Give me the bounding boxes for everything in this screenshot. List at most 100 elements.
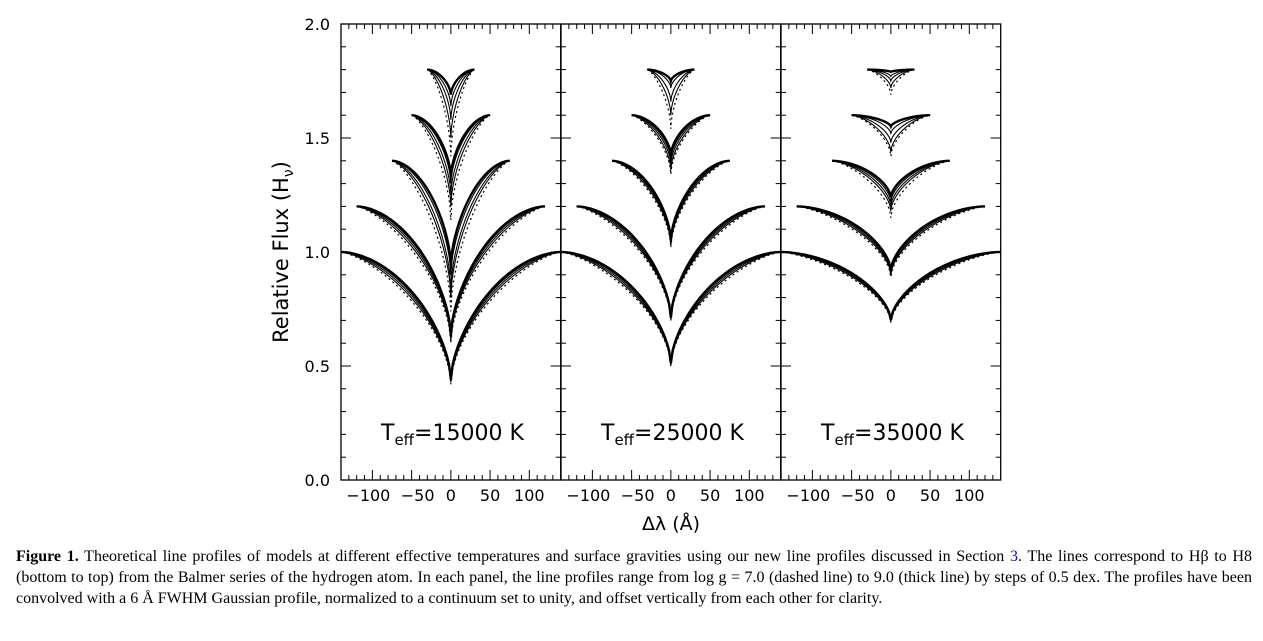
caption-section-link[interactable]: 3 (1010, 548, 1018, 565)
line-profile-H8-logg-8.0 (647, 69, 695, 102)
x-tick-label: 100 (514, 486, 545, 505)
line-profile-H8-logg-7.0 (427, 69, 475, 157)
x-tick-label: −100 (346, 486, 390, 505)
line-profile-H-logg-8.0 (611, 160, 730, 243)
x-tick-label: 50 (480, 486, 500, 505)
line-profile-H-logg-9.0 (851, 113, 931, 130)
line-profile-H-logg-7.5 (851, 114, 931, 152)
x-tick-label: −50 (401, 486, 435, 505)
y-tick-label: 0.0 (305, 471, 330, 490)
line-profile-H-logg-7.5 (831, 160, 950, 212)
x-tick-label: 0 (446, 486, 456, 505)
x-tick-label: −100 (566, 486, 610, 505)
line-profile-H-logg-9.0 (576, 205, 766, 318)
panel-labels: Teff=15000 K Teff=25000 K Teff=35000 K (380, 421, 964, 449)
line-profile-H-logg-8.5 (780, 251, 1001, 321)
line-profile-H-logg-8.0 (391, 160, 510, 289)
line-profile-H-logg-8.0 (356, 205, 546, 338)
x-tick-label: 0 (886, 486, 896, 505)
line-profile-H-logg-9.0 (780, 250, 1001, 321)
line-profile-H-logg-8.0 (851, 114, 931, 143)
line-profile-H-logg-7.5 (631, 114, 711, 170)
line-profile-H-logg-7.0 (340, 251, 561, 385)
line-profile-H-logg-8.0 (796, 205, 986, 274)
panel-temperature-label: Teff=35000 K (820, 421, 964, 449)
line-profile-H-logg-8.0 (631, 114, 711, 165)
line-profile-H-logg-7.5 (411, 114, 491, 207)
panel-temperature-label: Teff=25000 K (600, 421, 744, 449)
caption-text-1: Theoretical line profiles of models at d… (78, 548, 1010, 565)
line-profile-H8-logg-9.0 (867, 68, 915, 74)
x-axis-label: Δλ (Å) (642, 512, 700, 535)
line-profile-H8-logg-8.5 (427, 69, 475, 107)
x-tick-label: −50 (841, 486, 875, 505)
line-profile-H8-logg-9.0 (647, 68, 695, 86)
line-profile-H-logg-7.5 (611, 160, 730, 246)
line-profile-H8-logg-7.0 (647, 69, 695, 129)
line-profile-H-logg-7.0 (851, 114, 931, 157)
line-profile-H8-logg-7.5 (647, 69, 695, 116)
axis-ticks (341, 24, 1001, 480)
line-profile-H-logg-7.5 (356, 205, 546, 340)
y-tick-labels: 0.0 0.5 1.0 1.5 2.0 (305, 15, 330, 490)
line-profile-H-logg-9.0 (631, 114, 711, 156)
panel-frame (560, 23, 782, 481)
line-profile-H-logg-7.5 (796, 205, 986, 275)
x-tick-label: 0 (666, 486, 676, 505)
line-profile-H-logg-7.5 (780, 251, 1001, 322)
y-tick-label: 1.5 (305, 129, 330, 148)
line-profile-H-logg-7.0 (560, 251, 781, 367)
caption-text-2: . The lines correspond to Hβ to H8 (bott… (16, 548, 1253, 607)
panel-frame (780, 23, 1002, 481)
x-tick-label: 100 (954, 486, 985, 505)
panel-temperature-label: Teff=15000 K (380, 421, 524, 449)
line-profile-H-logg-8.0 (560, 251, 781, 365)
line-profile-H-logg-7.5 (576, 205, 766, 320)
line-profile-H-logg-8.0 (340, 251, 561, 382)
line-profile-H-logg-8.5 (576, 205, 766, 319)
caption-label: Figure 1. (16, 548, 79, 565)
line-profile-H-logg-7.0 (411, 114, 491, 221)
x-tick-label: 50 (920, 486, 940, 505)
line-profile-H8-logg-7.5 (867, 69, 915, 88)
line-profile-H8-logg-7.0 (867, 69, 915, 95)
line-profile-H-logg-9.0 (831, 159, 950, 198)
line-profile-H-logg-9.0 (356, 205, 546, 336)
line-profile-H8-logg-9.0 (427, 68, 475, 95)
line-profile-H-logg-8.0 (831, 160, 950, 207)
x-tick-label: −50 (621, 486, 655, 505)
line-profile-H-logg-8.0 (780, 251, 1001, 321)
y-tick-label: 1.0 (305, 243, 330, 262)
figure-chart: 0.0 0.5 1.0 1.5 2.0 −100 −50 0 50 100 −100 −50 0 50 1… (269, 15, 1002, 535)
x-tick-labels: −100 −50 0 50 100 −100 −50 0 50 100 −100 −50 0 50 100 (346, 486, 984, 505)
line-profile-H-logg-8.5 (391, 160, 510, 275)
x-tick-label: −100 (786, 486, 830, 505)
line-profile-H8-logg-7.5 (427, 69, 475, 139)
line-profile-H-logg-7.0 (391, 160, 510, 312)
line-profile-H-logg-7.0 (831, 160, 950, 218)
figure-caption: Figure 1. Theoretical line profiles of m… (16, 546, 1252, 609)
line-profile-H-logg-7.0 (780, 251, 1001, 323)
line-profile-H-logg-9.0 (796, 205, 986, 271)
line-profile-H-logg-7.0 (611, 160, 730, 248)
line-profile-H-logg-7.0 (356, 205, 546, 344)
line-profile-H-logg-9.0 (611, 159, 730, 241)
line-profile-H-logg-8.0 (576, 205, 766, 319)
line-profiles (340, 68, 1001, 385)
line-profile-H-logg-7.0 (576, 205, 766, 321)
y-axis-label: Relative Flux (Hν) (269, 161, 297, 343)
y-tick-label: 2.0 (305, 15, 330, 34)
line-profile-H-logg-9.0 (391, 159, 510, 266)
line-profile-H-logg-7.0 (631, 114, 711, 175)
y-tick-label: 0.5 (305, 357, 330, 376)
line-profile-H-logg-7.5 (340, 251, 561, 383)
line-profile-H-logg-9.0 (411, 114, 491, 177)
line-profile-H-logg-7.5 (560, 251, 781, 366)
line-profile-H-logg-7.5 (391, 160, 510, 298)
line-profile-H-logg-9.0 (340, 250, 561, 380)
x-tick-label: 50 (700, 486, 720, 505)
line-profile-H8-logg-8.0 (427, 69, 475, 120)
line-profile-H-logg-8.0 (411, 114, 491, 196)
line-profile-H-logg-9.0 (560, 250, 781, 364)
x-tick-label: 100 (734, 486, 765, 505)
